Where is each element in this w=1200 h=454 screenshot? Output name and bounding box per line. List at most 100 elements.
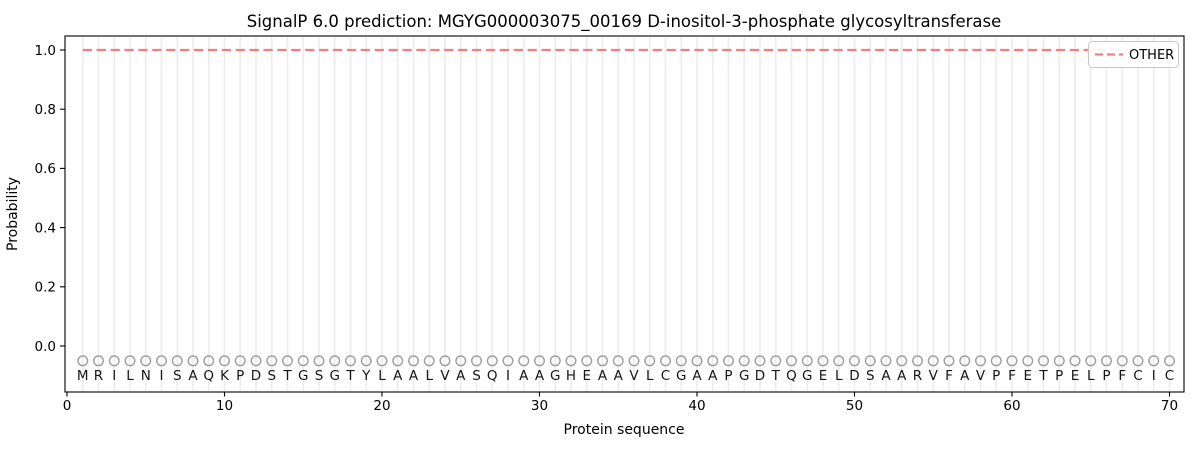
residue-letter: R <box>94 368 103 384</box>
residue-marker <box>392 355 404 367</box>
residue-letter: A <box>393 368 403 384</box>
residue-marker <box>282 355 294 367</box>
residue-marker <box>1069 355 1081 367</box>
residue-marker <box>975 355 987 367</box>
residue-letter: V <box>440 368 450 384</box>
y-tick-label: 0.8 <box>35 102 56 118</box>
residue-letter: D <box>251 368 261 384</box>
residue-letter: A <box>614 368 624 384</box>
residue-marker <box>597 355 609 367</box>
residue-marker <box>644 355 656 367</box>
residue-letter: G <box>330 368 340 384</box>
residue-letter: I <box>112 368 116 384</box>
residue-marker <box>1148 355 1160 367</box>
y-tick-label: 0.2 <box>35 280 56 296</box>
residue-letter: E <box>1023 368 1032 384</box>
residue-marker <box>754 355 766 367</box>
residue-marker <box>912 355 924 367</box>
residue-marker <box>1132 355 1144 367</box>
residue-marker <box>1100 355 1112 367</box>
legend: OTHER <box>1088 41 1179 68</box>
residue-letter: K <box>220 368 230 384</box>
x-tick-label: 50 <box>846 398 863 414</box>
residue-marker <box>534 355 546 367</box>
residue-letter: T <box>282 368 292 384</box>
residue-marker <box>565 355 577 367</box>
residue-letter: V <box>976 368 986 384</box>
residue-marker <box>486 355 498 367</box>
residue-letter: Q <box>786 368 797 384</box>
residue-letter: A <box>535 368 545 384</box>
residue-marker <box>770 355 782 367</box>
plot-border <box>64 35 1185 393</box>
residue-marker <box>959 355 971 367</box>
residue-letter: S <box>315 368 324 384</box>
y-tick-label: 0.4 <box>35 220 56 236</box>
residue-marker <box>518 355 530 367</box>
residue-letter: L <box>1087 368 1095 384</box>
residue-letter: V <box>929 368 939 384</box>
residue-letter: A <box>188 368 198 384</box>
grid-layer <box>81 37 1171 391</box>
residue-letter: S <box>472 368 481 384</box>
residue-marker <box>234 355 246 367</box>
residue-marker <box>502 355 514 367</box>
x-tick-label: 40 <box>688 398 705 414</box>
residue-marker <box>360 355 372 367</box>
residue-letter: T <box>345 368 355 384</box>
residue-marker <box>1085 355 1097 367</box>
residue-marker <box>124 355 136 367</box>
x-axis-label: Protein sequence <box>564 422 685 438</box>
residue-letter: T <box>1038 368 1048 384</box>
residue-marker <box>707 355 719 367</box>
residue-letter: A <box>519 368 529 384</box>
residue-letter: P <box>724 368 732 384</box>
x-tick-label: 60 <box>1003 398 1020 414</box>
residue-marker <box>833 355 845 367</box>
residue-letter: E <box>1071 368 1080 384</box>
residue-letter: Q <box>487 368 498 384</box>
residue-marker <box>801 355 813 367</box>
residue-letter: G <box>802 368 812 384</box>
residue-letter: E <box>819 368 828 384</box>
residue-letter: A <box>409 368 419 384</box>
residue-letter: P <box>236 368 244 384</box>
residue-letter: L <box>378 368 386 384</box>
residue-marker <box>376 355 388 367</box>
residue-letter: N <box>141 368 151 384</box>
residue-marker <box>738 355 750 367</box>
residue-marker <box>1163 355 1175 367</box>
y-axis-label: Probability <box>5 177 21 251</box>
legend-box <box>1088 41 1179 68</box>
residue-letter: P <box>992 368 1000 384</box>
residue-marker <box>786 355 798 367</box>
residue-letter: S <box>866 368 875 384</box>
x-tick-label: 30 <box>531 398 548 414</box>
residue-letter: F <box>1118 368 1126 384</box>
residue-marker <box>817 355 829 367</box>
residue-marker <box>927 355 939 367</box>
residue-letter: G <box>298 368 308 384</box>
residue-letter: A <box>598 368 608 384</box>
x-tick-label: 0 <box>63 398 72 414</box>
residue-marker <box>1116 355 1128 367</box>
residue-marker <box>297 355 309 367</box>
residue-letter: A <box>960 368 970 384</box>
residue-marker <box>155 355 167 367</box>
residue-marker <box>1053 355 1065 367</box>
x-tick-label: 10 <box>216 398 233 414</box>
residue-letter: Y <box>361 368 371 384</box>
residue-letter: I <box>506 368 510 384</box>
residue-marker <box>408 355 420 367</box>
x-tick-label: 20 <box>373 398 390 414</box>
residue-marker <box>943 355 955 367</box>
residue-letter: A <box>881 368 891 384</box>
residue-marker <box>628 355 640 367</box>
y-tick-label: 0.0 <box>35 339 56 355</box>
residue-letter: C <box>1165 368 1174 384</box>
residue-marker <box>471 355 483 367</box>
residue-marker <box>250 355 262 367</box>
residue-letter: L <box>835 368 843 384</box>
residue-letter: A <box>456 368 466 384</box>
